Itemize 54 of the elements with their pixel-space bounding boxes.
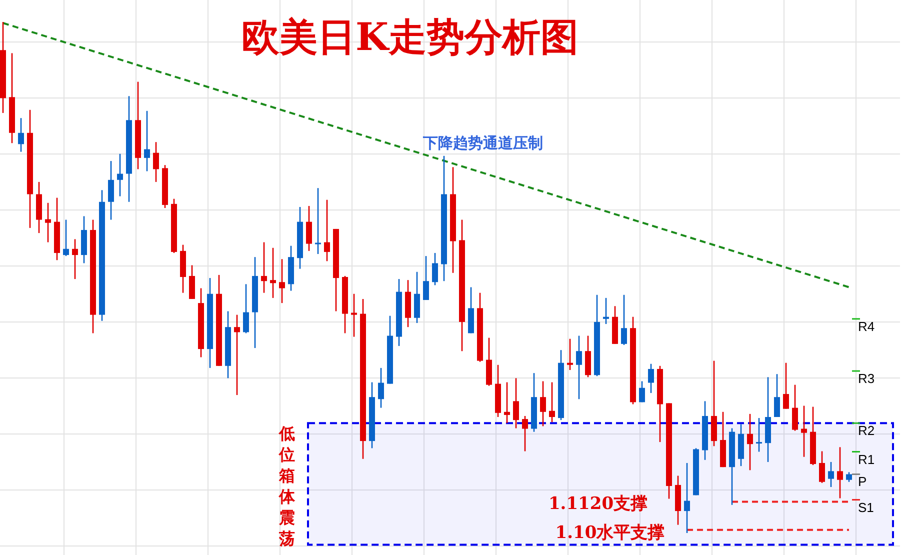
- candlestick: [513, 378, 519, 429]
- candlestick: [351, 293, 357, 338]
- annotation: 下降趋势通道压制: [422, 134, 543, 152]
- candlestick: [621, 294, 627, 346]
- candlestick: [549, 382, 555, 423]
- candlestick: [189, 264, 195, 300]
- ref-line-label: P: [858, 474, 867, 490]
- candlestick: [792, 384, 798, 432]
- candlestick: [837, 446, 843, 499]
- candlestick: [117, 153, 123, 197]
- candlestick: [801, 405, 807, 458]
- band-label: 低位箱体震荡: [278, 424, 296, 548]
- candlestick: [270, 247, 276, 299]
- candlestick: [639, 380, 645, 403]
- candlestick: [45, 202, 51, 243]
- candlestick: [828, 461, 834, 488]
- annotation: 1.1120支撑: [548, 494, 648, 514]
- chart-title: 欧美日K走势分析图: [241, 14, 579, 59]
- candlestick: [603, 297, 609, 325]
- candlestick: [576, 335, 582, 400]
- candlestick: [153, 141, 159, 183]
- candlestick: [540, 380, 546, 427]
- ref-line-label: R3: [858, 371, 875, 386]
- candlestick: [567, 338, 573, 371]
- candlestick: [432, 252, 438, 286]
- candlestick: [774, 373, 780, 418]
- candlestick: [783, 362, 789, 410]
- candlestick: [819, 450, 825, 484]
- ref-line-label: R2: [858, 423, 875, 438]
- candlestick: [756, 417, 762, 452]
- ref-line-label: S1: [858, 500, 874, 515]
- candlestick: [261, 242, 267, 294]
- candlestick: [522, 415, 528, 452]
- candlestick: [243, 283, 249, 334]
- candlestick: [324, 199, 330, 262]
- candlestick: [234, 314, 240, 396]
- candlestick: [378, 367, 384, 408]
- candlestick: [315, 187, 321, 255]
- candlestick: [18, 117, 24, 152]
- candlestick: [279, 258, 285, 304]
- candlestick: [72, 238, 78, 280]
- annotation: 1.10水平支撑: [555, 523, 665, 543]
- candlestick: [648, 363, 654, 394]
- candlestick: [63, 219, 69, 257]
- candlestick: [504, 382, 510, 424]
- ref-line-label: R4: [858, 318, 875, 334]
- candlestick: [423, 255, 429, 301]
- ref-line-label: R1: [858, 452, 875, 467]
- candlestick: [747, 413, 753, 471]
- candlestick: [684, 462, 690, 534]
- candlestick: [144, 110, 150, 172]
- candlestick: [108, 160, 114, 220]
- candlestick: [846, 472, 852, 483]
- candlestick: [306, 205, 312, 252]
